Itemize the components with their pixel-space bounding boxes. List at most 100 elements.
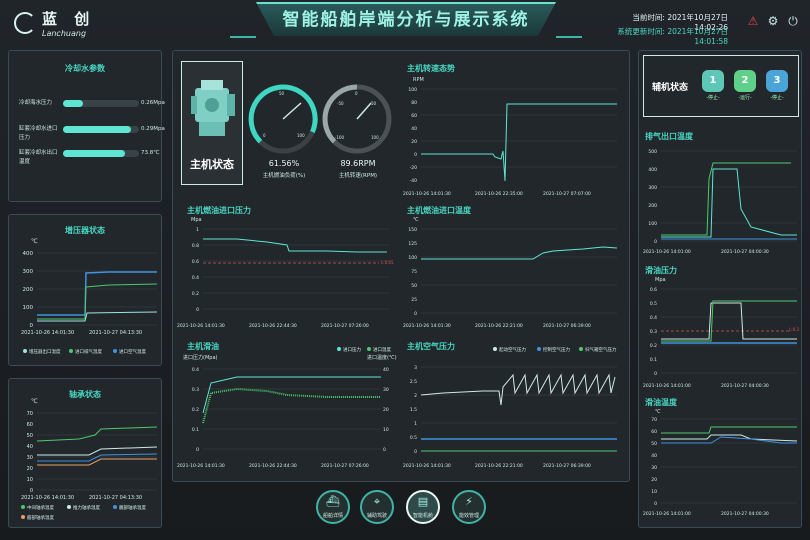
- svg-text:40: 40: [651, 453, 657, 459]
- svg-text:0.4: 0.4: [192, 275, 199, 281]
- cooling-label: 缸套冷却水出口温度: [19, 150, 58, 165]
- bearing-panel: 轴承状态 ℃ 70 60 50 40 30 20 10 0: [8, 378, 162, 528]
- bearing-chart: ℃ 70 60 50 40 30 20 10 0 2021-10-26 14: [21, 398, 158, 521]
- energy-icon: ⚡: [465, 495, 473, 508]
- svg-text:进口压力(Mpa): 进口压力(Mpa): [183, 354, 218, 361]
- speed-trend-title: 主机转速态势: [407, 64, 455, 73]
- svg-text:70: 70: [27, 411, 33, 417]
- gear-icon[interactable]: ⚙: [767, 14, 779, 28]
- svg-text:0.6: 0.6: [192, 259, 199, 265]
- svg-text:0.6: 0.6: [650, 287, 657, 293]
- svg-text:200: 200: [23, 287, 34, 293]
- svg-text:60: 60: [411, 113, 417, 119]
- aux-unit-3[interactable]: 3 -停止-: [766, 70, 788, 101]
- lube-pressure-chart: Mpa 0.6 0.5 0.4 0.3 0.2 0.1 0 L:0.3 2021-10…: [643, 277, 799, 389]
- svg-text:-100: -100: [335, 135, 345, 140]
- svg-text:进口空气温度: 进口空气温度: [119, 348, 146, 355]
- svg-text:2021-10-26 22:35:00: 2021-10-26 22:35:00: [475, 191, 523, 197]
- svg-text:75: 75: [411, 269, 417, 275]
- turbo-panel: 增压器状态 ℃ 400 300 200 100 0 2021-10-26 14:…: [8, 214, 162, 366]
- svg-text:2021-10-27 07:07:00: 2021-10-27 07:07:00: [543, 191, 591, 197]
- svg-text:150: 150: [408, 227, 417, 233]
- svg-text:-50: -50: [337, 101, 344, 106]
- logo-icon: [14, 12, 36, 34]
- svg-text:-40: -40: [410, 178, 417, 184]
- cooling-bar-fill: [63, 150, 126, 157]
- svg-text:70: 70: [651, 417, 657, 423]
- cooling-bar-fill: [63, 126, 132, 133]
- svg-text:2021-10-26 14:01:30: 2021-10-26 14:01:30: [403, 463, 451, 469]
- nav-assisted-driving[interactable]: ⌖ 辅助驾驶: [360, 490, 394, 524]
- svg-text:Mpa: Mpa: [655, 277, 666, 283]
- ship-icon: ⛴: [326, 495, 340, 508]
- header: 蓝 创 Lanchuang 智能船舶岸端分析与展示系统 当前时间: 2021年1…: [0, 0, 810, 46]
- svg-text:1.5: 1.5: [410, 407, 417, 413]
- svg-text:起动空气压力: 起动空气压力: [499, 346, 526, 353]
- svg-text:0.2: 0.2: [192, 407, 199, 413]
- fuel-temp-chart: ℃ 150 125 100 75 50 25 0 2021-10-26 14:01:3…: [403, 217, 618, 329]
- svg-text:1: 1: [196, 227, 199, 233]
- aux-unit-2[interactable]: 2 -运行-: [734, 70, 756, 101]
- cooling-value: 73.8℃: [141, 150, 160, 156]
- cooling-row-1: 冷却海水压力 0.26Mpa: [19, 99, 165, 109]
- lube-chart: 进口压力(Mpa) 进口温度(℃) 进口压力 进口温度 0.4 0.3 0.2 0.…: [177, 346, 397, 469]
- cooling-title: 冷却水参数: [65, 64, 105, 73]
- svg-text:500: 500: [648, 149, 657, 155]
- power-icon[interactable]: ⏻: [788, 14, 798, 28]
- svg-text:60: 60: [651, 429, 657, 435]
- svg-text:0.4: 0.4: [650, 315, 657, 321]
- nav-energy-management[interactable]: ⚡ 能效管理: [452, 490, 486, 524]
- svg-text:进口压力: 进口压力: [343, 346, 361, 353]
- svg-text:2.5: 2.5: [410, 379, 417, 385]
- svg-text:2021-10-27 07:26:00: 2021-10-27 07:26:00: [321, 463, 369, 469]
- update-time: 系统更新时间: 2021年10月27日 14:01:58: [617, 27, 728, 46]
- aux-card: 辅机状态 1 -停止- 2 -运行- 3 -停止-: [643, 55, 799, 117]
- title-deco-left: [230, 36, 256, 38]
- lube-temp-title: 滑油温度: [645, 398, 677, 407]
- svg-text:2021-10-27 04:00:30: 2021-10-27 04:00:30: [721, 511, 769, 517]
- gauges: 0 50 100 -100 -50 0 50 100: [248, 84, 392, 154]
- svg-text:2021-10-26 14:01:30: 2021-10-26 14:01:30: [21, 330, 74, 336]
- load-gauge: 0 50 100: [248, 84, 318, 154]
- exhaust-chart: 500 400 300 200 100 0 2021-10-26 14:01:00 2…: [643, 149, 797, 255]
- svg-text:0: 0: [414, 449, 417, 455]
- cooling-row-2: 缸套冷却水进口压力 0.29Mpa: [19, 125, 165, 141]
- speed-trend-chart: RPM 100 80 60 40 20 0 -20 -40 2021-10-26 14:…: [403, 77, 617, 197]
- svg-text:2021-10-26 14:01:00: 2021-10-26 14:01:00: [643, 249, 691, 255]
- nav-smart-engine-room[interactable]: ▤ 智能机舱: [406, 490, 440, 524]
- svg-text:40: 40: [27, 444, 33, 450]
- title-plate: 智能船舶岸端分析与展示系统: [256, 2, 556, 36]
- svg-text:30: 30: [383, 387, 389, 393]
- svg-text:0.4: 0.4: [192, 367, 199, 373]
- alarm-icon[interactable]: ⚠: [747, 14, 759, 28]
- start-air-title: 主机空气压力: [407, 342, 455, 351]
- svg-text:0: 0: [414, 311, 417, 317]
- svg-text:0.5: 0.5: [650, 301, 657, 307]
- load-value: 61.56%: [268, 159, 300, 168]
- svg-text:100: 100: [371, 135, 379, 140]
- svg-text:0: 0: [30, 323, 34, 329]
- svg-text:2: 2: [414, 393, 417, 399]
- svg-text:0: 0: [30, 488, 33, 494]
- svg-text:125: 125: [408, 241, 417, 247]
- svg-text:℃: ℃: [31, 398, 38, 405]
- svg-text:2021-10-26 22:21:00: 2021-10-26 22:21:00: [475, 463, 523, 469]
- cooling-bar-fill: [63, 100, 83, 107]
- svg-text:100: 100: [408, 87, 417, 93]
- svg-text:进口温度: 进口温度: [373, 346, 391, 353]
- svg-text:0: 0: [263, 133, 266, 138]
- nav-ship-details[interactable]: ⛴ 船舶详情: [316, 490, 350, 524]
- cooling-value: 0.29Mpa: [141, 126, 165, 132]
- svg-text:2021-10-26 14:01:30: 2021-10-26 14:01:30: [177, 323, 225, 329]
- location-icon: ⌖: [373, 495, 381, 508]
- fuel-temp-title: 主机燃油进口温度: [407, 206, 471, 215]
- svg-text:40: 40: [383, 367, 389, 373]
- aux-unit-1[interactable]: 1 -停止-: [702, 70, 724, 101]
- svg-text:200: 200: [648, 203, 657, 209]
- cooling-value: 0.26Mpa: [141, 100, 165, 106]
- svg-text:2021-10-26 22:44:30: 2021-10-26 22:44:30: [249, 323, 297, 329]
- speed-label: 主机转速(RPM): [338, 173, 378, 179]
- svg-text:300: 300: [648, 185, 657, 191]
- load-label: 主机燃油负荷(%): [262, 173, 306, 179]
